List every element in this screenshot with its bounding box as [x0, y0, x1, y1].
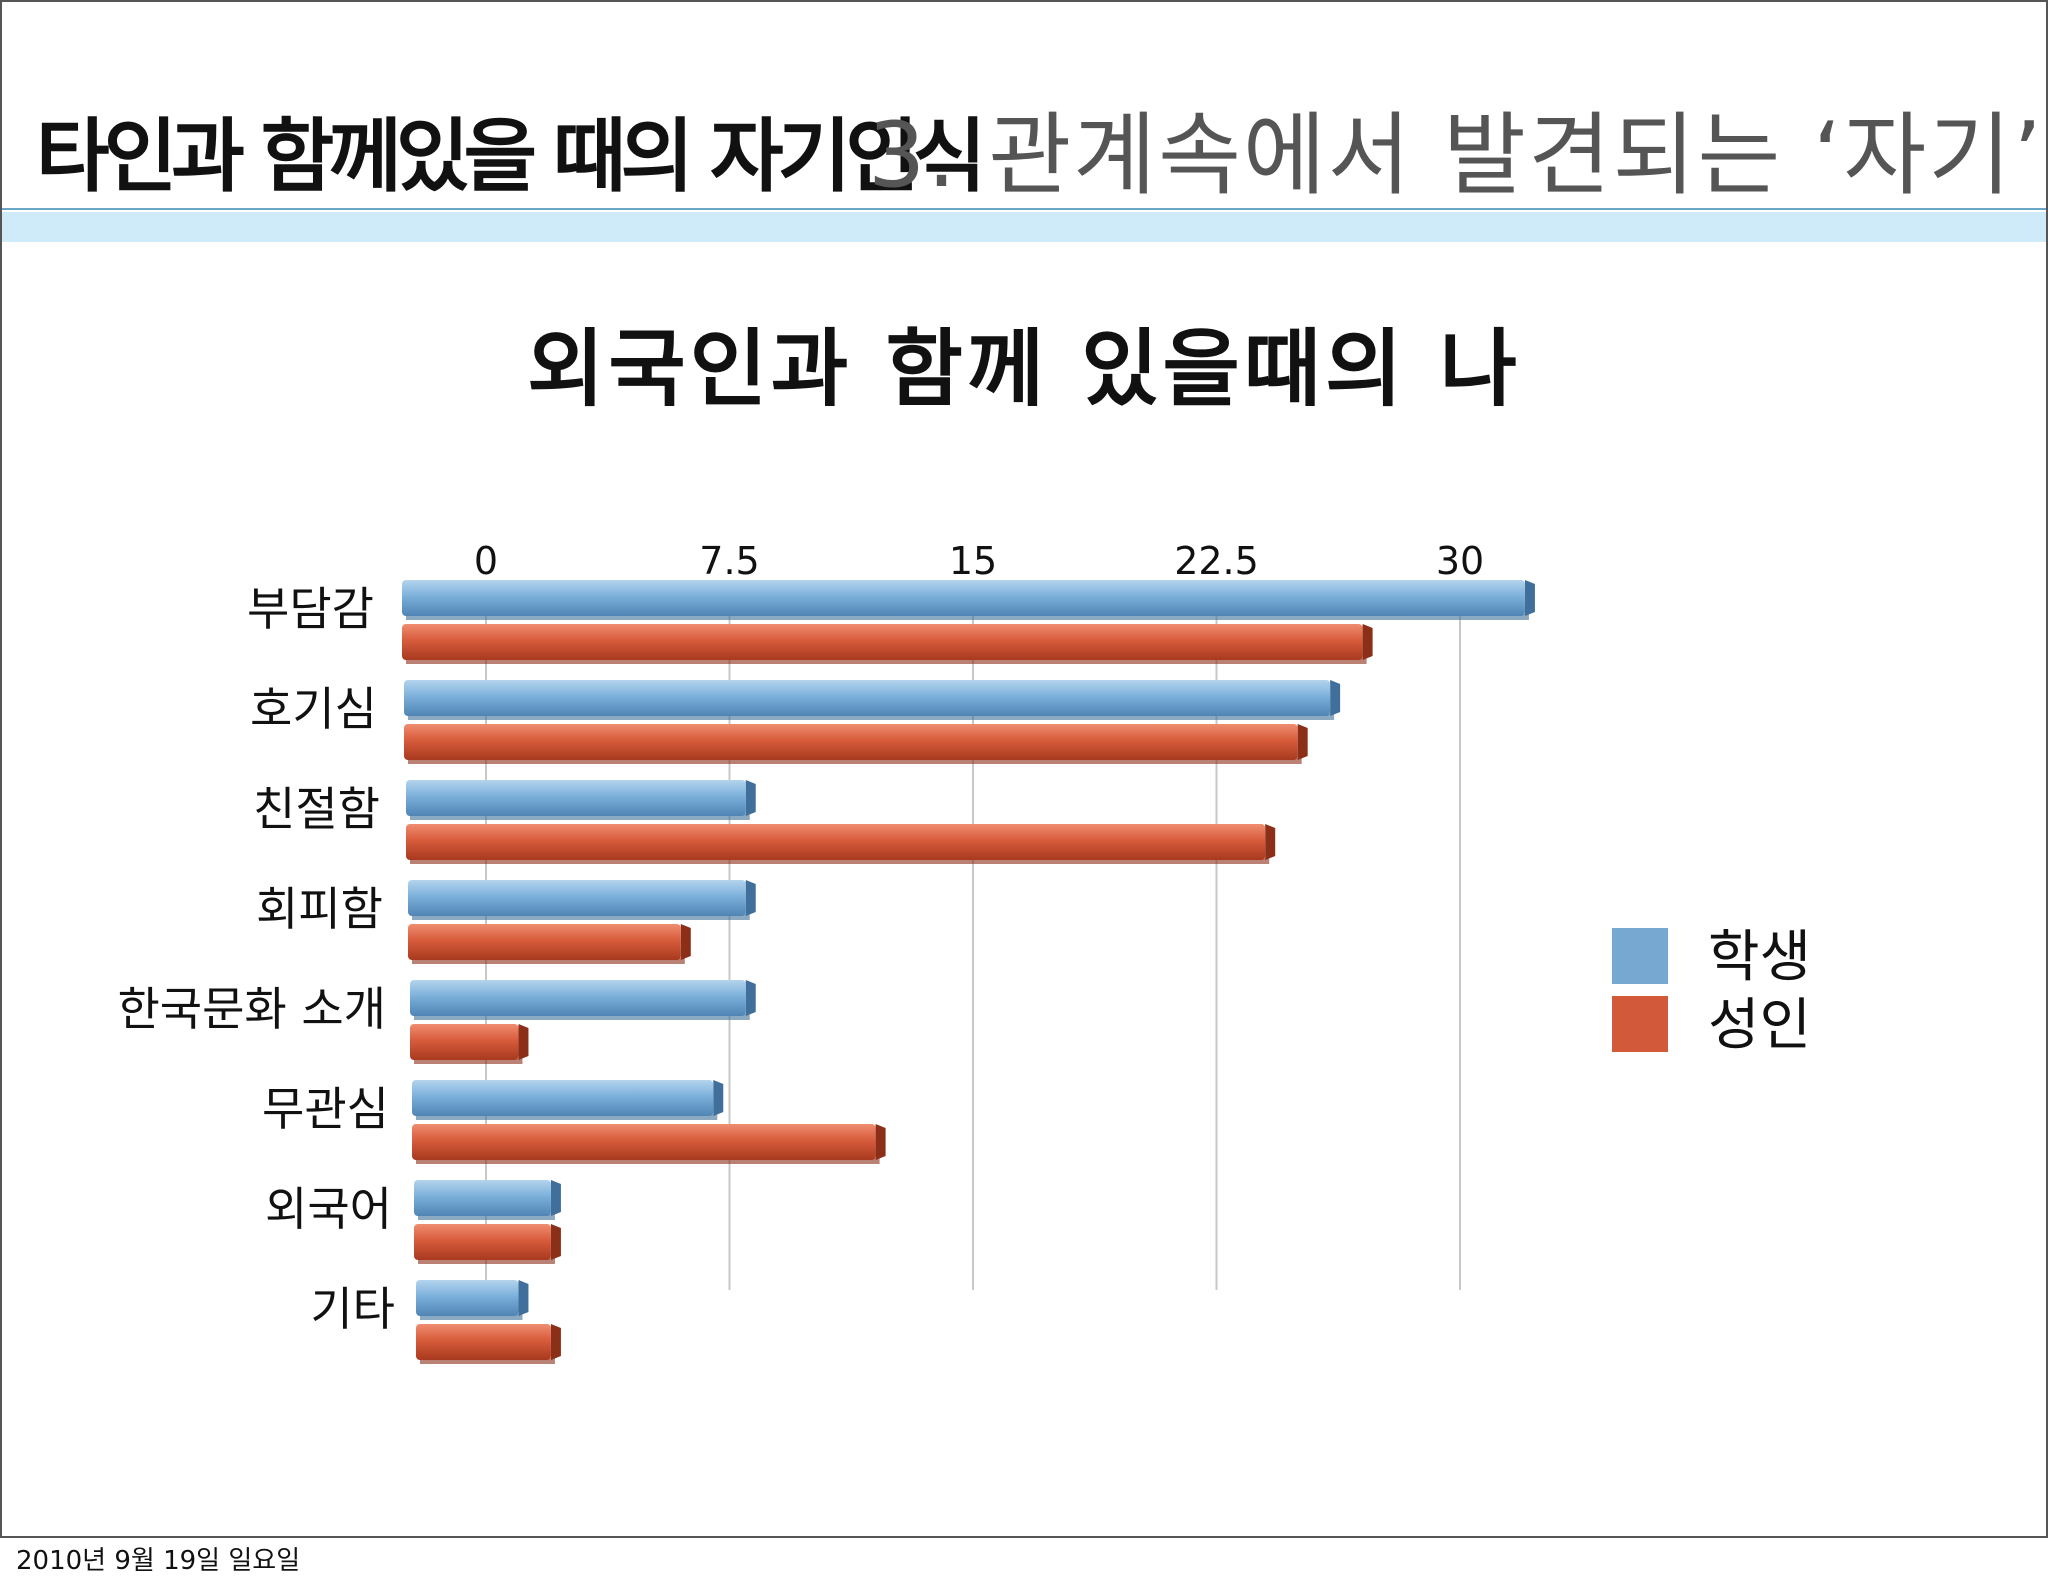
chart-title: 외국인과 함께 있을때의 나	[527, 320, 1521, 418]
bar-adult	[406, 824, 1276, 864]
bar-face	[406, 824, 1266, 860]
bar-adult	[404, 724, 1308, 764]
bar-face	[416, 1280, 519, 1316]
bar-end-cap	[875, 1124, 886, 1160]
bar-shadow	[414, 1014, 750, 1020]
bar-shadow	[420, 1314, 523, 1320]
bar-face	[402, 580, 1525, 616]
bar-adult	[412, 1124, 886, 1164]
bar-shadow	[412, 914, 750, 920]
x-tick-label: 7.5	[699, 539, 759, 583]
category-label: 회피함	[256, 882, 383, 936]
x-tick-label: 15	[949, 539, 997, 583]
category-label: 외국어	[265, 1182, 392, 1236]
x-axis-ticks: 0 7.5 15 22.5 30	[474, 539, 1484, 583]
bar-shadow	[408, 758, 1302, 764]
category-label: 친절함	[253, 782, 380, 836]
header-band	[2, 212, 2046, 242]
bar-face	[416, 1324, 551, 1360]
x-tick-label: 0	[474, 539, 498, 583]
bar-shadow	[412, 958, 685, 964]
category-label: 한국문화 소개	[117, 982, 386, 1036]
bar-student	[408, 880, 756, 920]
legend-label: 성인	[1708, 993, 1811, 1058]
bar-face	[412, 1124, 876, 1160]
bar-face	[408, 880, 746, 916]
bar-student	[402, 580, 1535, 620]
bar-end-cap	[550, 1224, 561, 1260]
bar-shadow	[418, 1258, 555, 1264]
bar-student	[410, 980, 756, 1020]
bar-shadow	[418, 1214, 555, 1220]
bar-end-cap	[1297, 724, 1308, 760]
legend-swatch-student	[1612, 928, 1668, 984]
bar-end-cap	[680, 924, 691, 960]
category-label: 부담감	[247, 582, 374, 636]
bar-shadow	[410, 814, 750, 820]
bar-shadow	[416, 1158, 880, 1164]
bar-shadow	[414, 1058, 523, 1064]
bar-end-cap	[745, 780, 756, 816]
category-label: 기타	[310, 1282, 395, 1336]
bar-face	[404, 724, 1298, 760]
bar-face	[412, 1080, 714, 1116]
bar-adult	[414, 1224, 561, 1264]
bar-face	[410, 980, 746, 1016]
header-divider	[2, 208, 2046, 210]
bar-face	[414, 1224, 551, 1260]
legend-label: 학생	[1708, 925, 1811, 990]
category-label: 호기심	[250, 682, 377, 736]
bar-adult	[402, 624, 1373, 664]
x-tick-label: 30	[1436, 539, 1484, 583]
bar-face	[406, 780, 746, 816]
bar-student	[414, 1180, 561, 1220]
bar-end-cap	[713, 1080, 724, 1116]
slide-topic: 타인과 함께있을 때의 자기인식	[36, 110, 986, 203]
footer-date: 2010년 9월 19일 일요일	[16, 1546, 301, 1576]
bar-end-cap	[518, 1024, 529, 1060]
bar-student	[406, 780, 756, 820]
bar-end-cap	[550, 1324, 561, 1360]
bar-student	[416, 1280, 529, 1320]
bar-student	[412, 1080, 724, 1120]
bar-adult	[410, 1024, 529, 1064]
bar-adult	[408, 924, 691, 964]
bar-shadow	[416, 1114, 718, 1120]
bar-end-cap	[550, 1180, 561, 1216]
bar-face	[408, 924, 681, 960]
bars	[402, 580, 1535, 1364]
bar-end-cap	[518, 1280, 529, 1316]
bar-shadow	[408, 714, 1335, 720]
bar-end-cap	[1524, 580, 1535, 616]
legend-swatch-adult	[1612, 996, 1668, 1052]
bar-shadow	[406, 658, 1367, 664]
bar-end-cap	[1265, 824, 1276, 860]
slide-header: 타인과 함께있을 때의 자기인식 3. 관계속에서 발견되는 ‘자기’	[2, 82, 2046, 212]
bar-end-cap	[745, 880, 756, 916]
bar-student	[404, 680, 1341, 720]
slide-section-title: 3. 관계속에서 발견되는 ‘자기’	[868, 103, 2044, 208]
bar-end-cap	[1362, 624, 1373, 660]
bar-adult	[416, 1324, 561, 1364]
bar-shadow	[420, 1358, 555, 1364]
bar-face	[404, 680, 1331, 716]
bar-end-cap	[1330, 680, 1341, 716]
bar-end-cap	[745, 980, 756, 1016]
bar-shadow	[410, 858, 1270, 864]
bar-face	[402, 624, 1363, 660]
x-tick-label: 22.5	[1174, 539, 1259, 583]
bar-face	[414, 1180, 551, 1216]
bar-shadow	[406, 614, 1529, 620]
bar-face	[410, 1024, 519, 1060]
category-label: 무관심	[262, 1082, 389, 1136]
